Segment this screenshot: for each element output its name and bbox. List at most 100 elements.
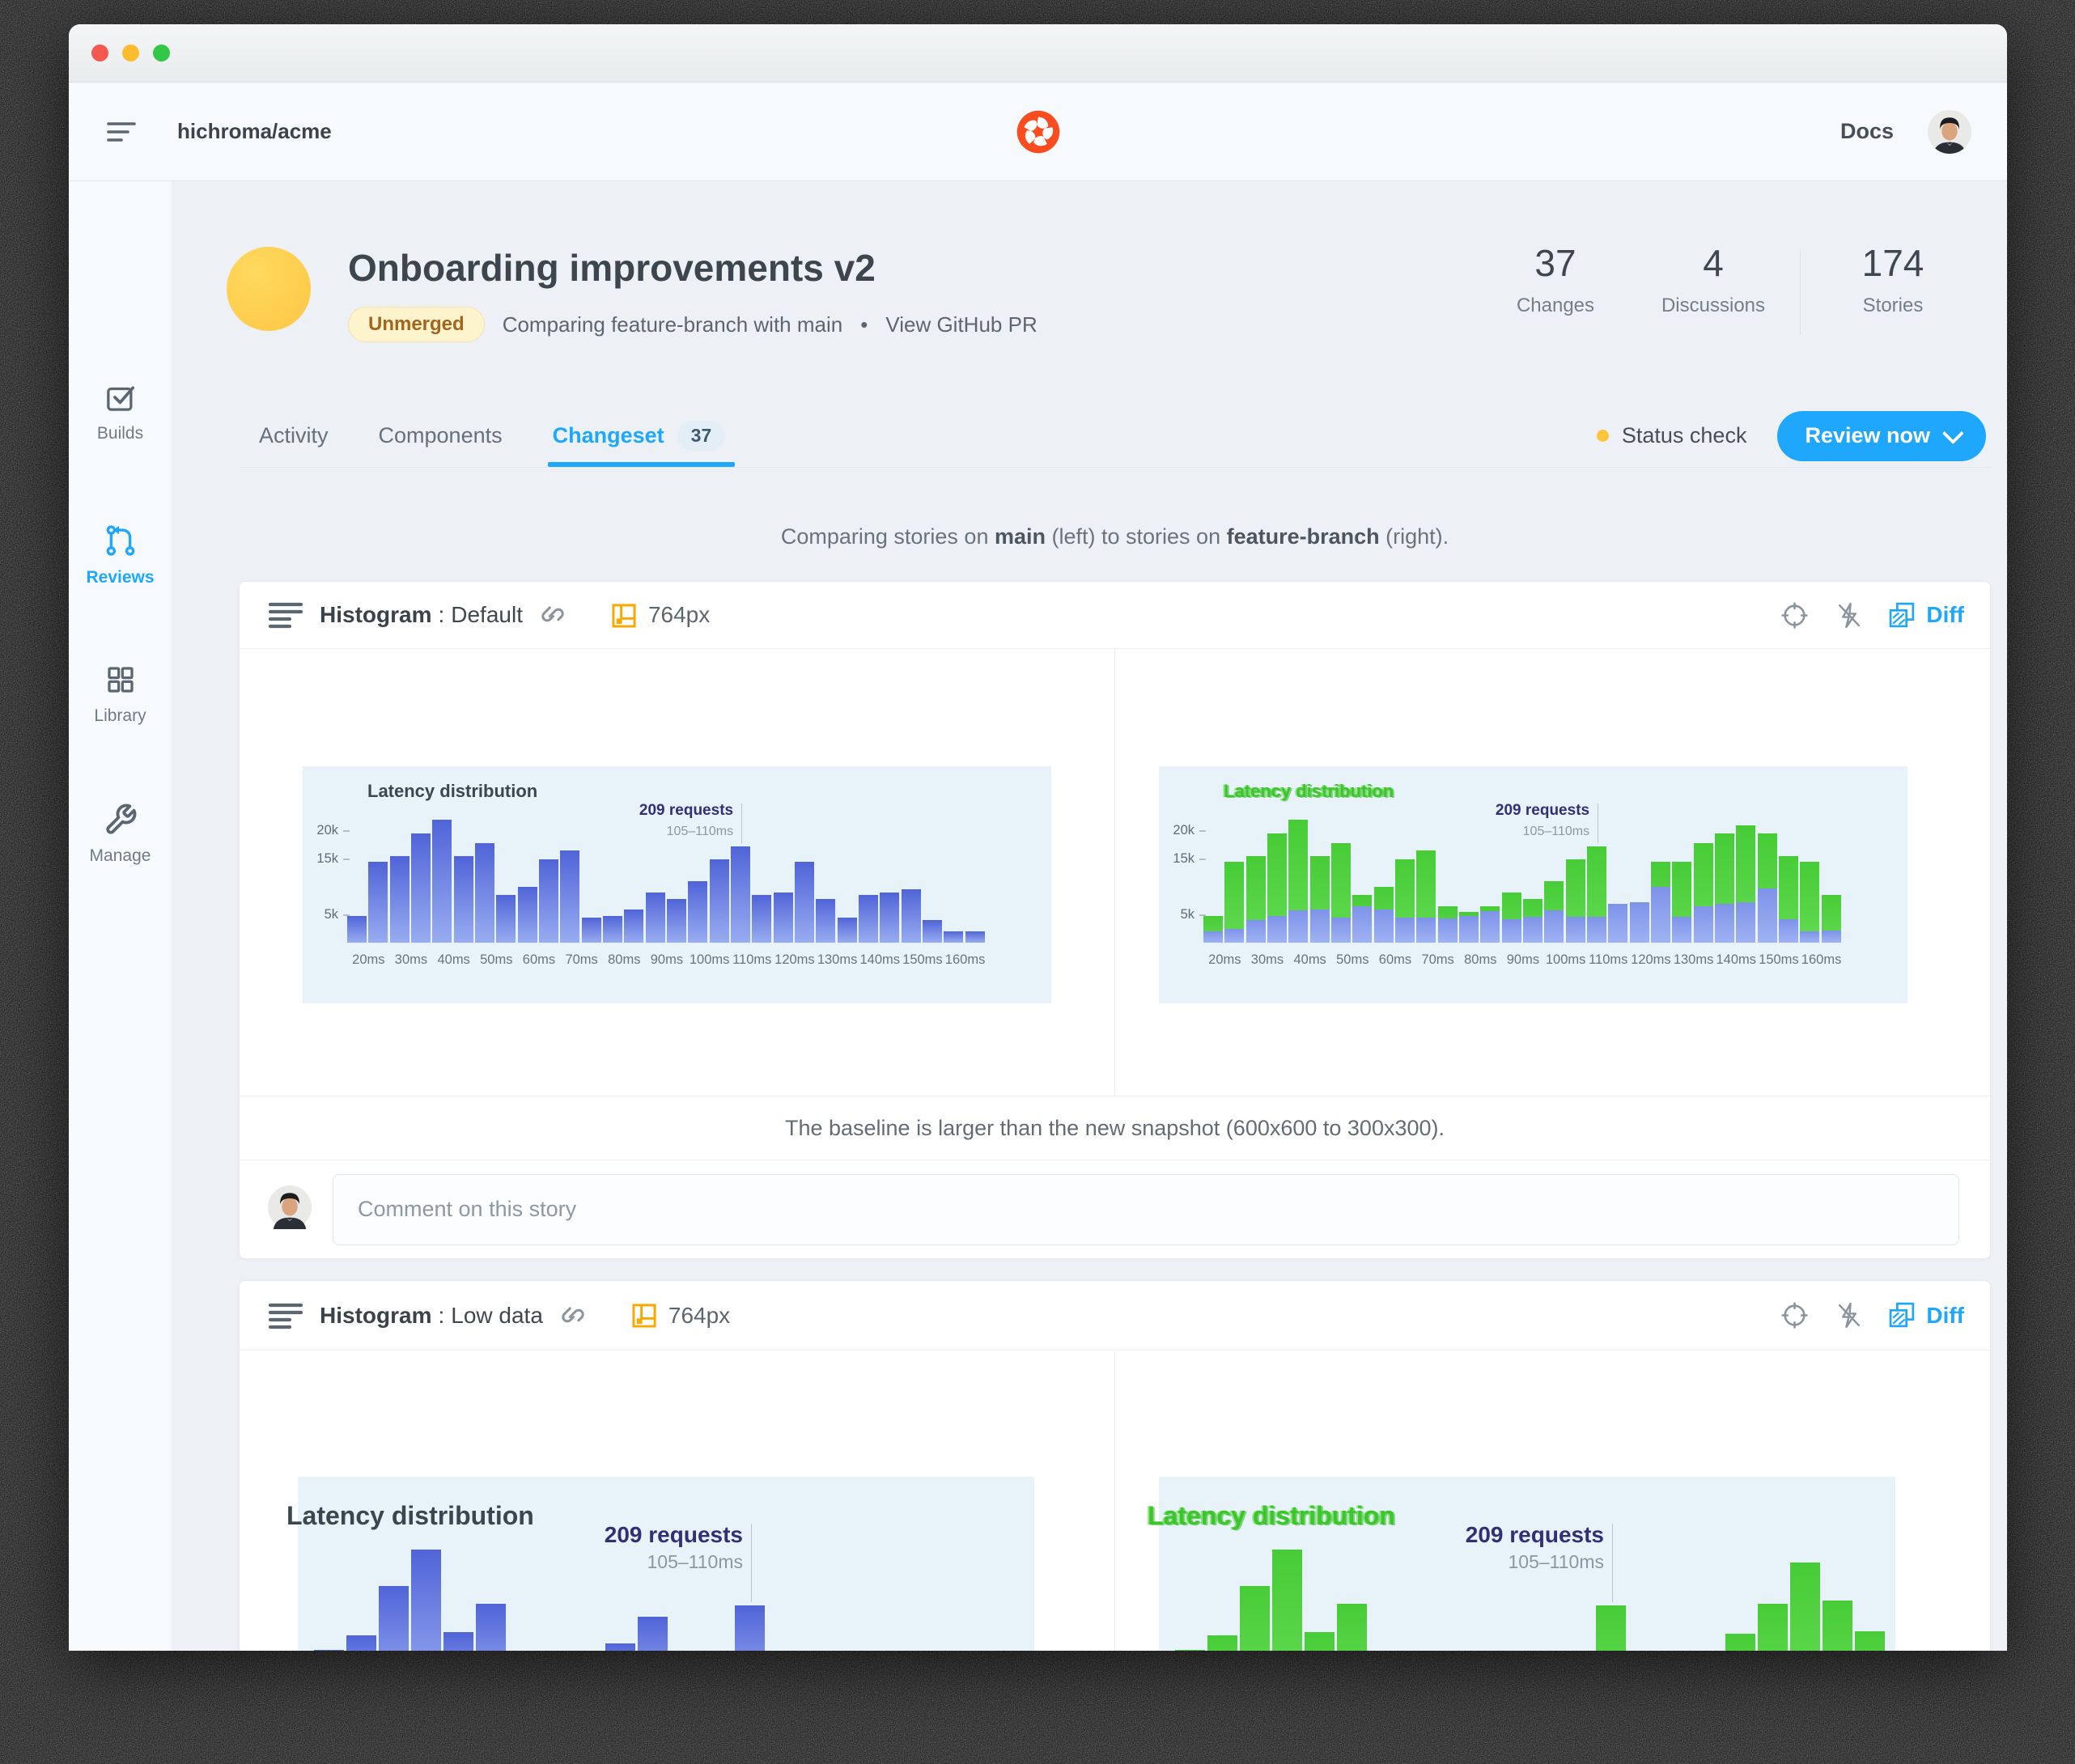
flash-off-icon[interactable] — [1834, 600, 1864, 630]
divider — [240, 648, 1990, 649]
viewport-icon — [632, 1303, 657, 1328]
sidebar-item-manage[interactable]: Manage — [69, 803, 172, 866]
diff-toggle[interactable]: Diff — [1888, 601, 1964, 630]
viewport-chip[interactable]: 764px — [632, 1303, 730, 1329]
comment-input[interactable] — [333, 1173, 1959, 1245]
viewport-chip[interactable]: 764px — [612, 602, 710, 628]
chart-title-diff: Latency distribution — [1148, 1501, 1395, 1530]
histogram-bar — [476, 1603, 506, 1651]
tab-changeset[interactable]: Changeset 37 — [547, 405, 735, 467]
histogram-baseline-overlay-bar — [1224, 928, 1245, 943]
diff-toggle[interactable]: Diff — [1888, 1301, 1964, 1329]
story-list-icon[interactable] — [268, 599, 303, 631]
x-axis-tick-label: 90ms — [1506, 952, 1540, 967]
x-axis-tick-label: 100ms — [1545, 952, 1586, 967]
histogram-bar — [346, 1635, 376, 1651]
histogram-bar — [922, 920, 942, 943]
histogram-baseline-overlay-bar — [1565, 916, 1585, 943]
user-avatar[interactable] — [1928, 109, 1971, 154]
histogram-bar — [314, 1650, 344, 1651]
histogram-bar — [1855, 1631, 1885, 1651]
link-icon[interactable] — [539, 601, 566, 629]
sidebar-item-reviews[interactable]: Reviews — [69, 523, 172, 587]
histogram-baseline-overlay-bar — [1522, 916, 1542, 943]
histogram-baseline-overlay-bar — [1288, 910, 1309, 943]
story-title: Histogram: Low data — [320, 1303, 543, 1329]
breadcrumb-project[interactable]: hichroma/acme — [177, 119, 332, 143]
new-snapshot-diff[interactable]: Latency distribution 209 requests 105–110m… — [1148, 1477, 1895, 1651]
baseline-pane: Latency distribution 209 requests 105–110m… — [240, 1351, 1114, 1651]
histogram-bar — [645, 892, 665, 943]
histogram-bar — [347, 915, 367, 943]
histogram-baseline-overlay-bar — [1437, 918, 1458, 943]
review-now-button[interactable]: Review now — [1777, 410, 1986, 461]
histogram-baseline-overlay-bar — [1203, 931, 1223, 943]
sidebar-item-library[interactable]: Library — [69, 663, 172, 726]
x-axis-tick-label: 120ms — [774, 952, 815, 967]
comment-row — [240, 1160, 1990, 1258]
diff-icon — [1888, 601, 1916, 630]
histogram-bar — [453, 856, 473, 943]
menu-icon[interactable] — [106, 118, 138, 146]
zoom-window-button[interactable] — [153, 45, 170, 61]
github-pr-link[interactable]: View GitHub PR — [885, 312, 1038, 337]
histogram-baseline-overlay-bar — [1373, 910, 1394, 943]
separator: : — [438, 602, 445, 627]
new-snapshot-diff[interactable]: Latency distribution 20k 15k 5k 20ms 30ms 40ms… — [1159, 766, 1907, 1003]
snapshot-size-note: The baseline is larger than the new snap… — [240, 1096, 1990, 1160]
x-axis-tick-label: 50ms — [1336, 952, 1369, 967]
status-check[interactable]: Status check — [1596, 423, 1746, 448]
story-list-icon[interactable] — [268, 1300, 303, 1332]
x-axis-tick-label: 150ms — [1759, 952, 1799, 967]
tab-components[interactable]: Components — [379, 405, 503, 467]
histogram-bar — [638, 1617, 668, 1651]
histogram-bar — [794, 861, 814, 943]
histogram-bar — [410, 833, 431, 943]
histogram-bar — [1758, 1603, 1788, 1651]
tab-activity[interactable]: Activity — [259, 405, 329, 467]
annotation-range: 105–110ms — [1508, 1551, 1605, 1572]
window-titlebar — [69, 24, 2007, 83]
baseline-snapshot[interactable]: Latency distribution 209 requests 105–110m… — [286, 1477, 1034, 1651]
y-axis-tick — [1199, 858, 1206, 860]
link-icon[interactable] — [559, 1302, 587, 1329]
close-window-button[interactable] — [91, 45, 108, 61]
histogram-bar — [368, 861, 388, 943]
baseline-snapshot[interactable]: Latency distribution 20k 15k 5k 20ms 30ms 40ms… — [303, 766, 1051, 1003]
focus-icon[interactable] — [1780, 1300, 1810, 1330]
histogram-baseline-overlay-bar — [1672, 916, 1692, 943]
note-text: The baseline is larger than the new snap… — [784, 1115, 1445, 1140]
pull-request-icon — [103, 523, 138, 558]
tab-label: Components — [378, 423, 503, 447]
stat-value: 174 — [1861, 242, 1924, 284]
viewport-size: 764px — [668, 1302, 731, 1328]
flash-off-icon[interactable] — [1834, 1300, 1864, 1330]
histogram-baseline-overlay-bar — [1330, 917, 1351, 943]
status-dot-icon — [1596, 430, 1609, 442]
histogram-bar — [1800, 861, 1820, 943]
story-name: Low data — [451, 1302, 543, 1328]
x-axis-tick-label: 140ms — [859, 952, 901, 967]
chromatic-logo-icon[interactable] — [1016, 109, 1061, 155]
focus-icon[interactable] — [1780, 600, 1810, 630]
x-axis-tick-label: 130ms — [817, 952, 858, 967]
y-axis-tick-label: 15k — [1173, 850, 1195, 866]
histogram-bar — [666, 899, 686, 943]
histogram-bar — [389, 856, 409, 943]
story-actions: Diff — [1780, 600, 1964, 630]
histogram-bar — [1305, 1632, 1335, 1651]
docs-link[interactable]: Docs — [1839, 119, 1894, 143]
histogram-baseline-overlay-bar — [1736, 901, 1756, 943]
chart-title: Latency distribution — [286, 1501, 534, 1530]
minimize-window-button[interactable] — [122, 45, 139, 61]
histogram-bar — [517, 887, 537, 943]
divider — [240, 1350, 1990, 1351]
x-axis-tick-label: 110ms — [732, 952, 772, 967]
histogram-bar — [1272, 1549, 1302, 1651]
histogram-baseline-overlay-bar — [1757, 888, 1777, 943]
histogram-bar — [965, 931, 985, 943]
histogram-bar — [605, 1643, 635, 1651]
y-axis-tick-label: 20k — [316, 823, 338, 837]
histogram-bar — [773, 892, 793, 943]
sidebar-item-builds[interactable]: Builds — [69, 380, 172, 443]
